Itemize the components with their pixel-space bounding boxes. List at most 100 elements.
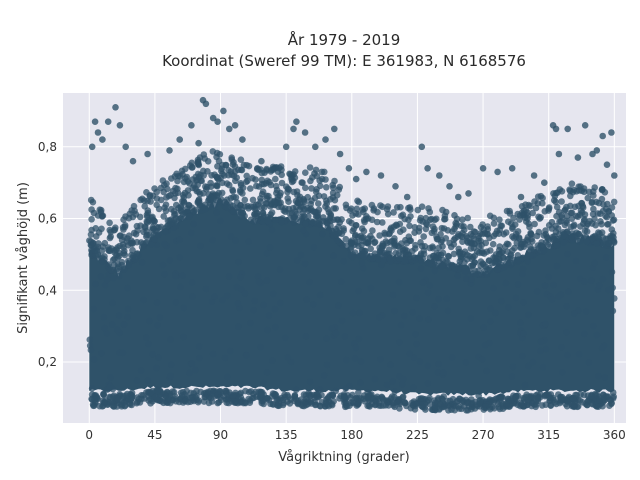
scatter-point — [257, 343, 265, 351]
scatter-point — [505, 304, 512, 311]
scatter-point — [433, 399, 441, 407]
scatter-point — [258, 390, 265, 398]
scatter-point — [556, 218, 563, 225]
outlier-point — [424, 165, 431, 172]
scatter-point — [169, 187, 177, 195]
scatter-point — [213, 173, 221, 181]
scatter-point — [338, 230, 346, 238]
scatter-point — [544, 241, 552, 248]
scatter-point — [258, 180, 266, 188]
scatter-point — [176, 254, 184, 261]
scatter-point — [358, 259, 366, 267]
scatter-point — [213, 209, 220, 216]
scatter-point — [330, 184, 337, 192]
scatter-point — [168, 205, 175, 213]
scatter-point — [179, 388, 187, 396]
scatter-point — [388, 254, 395, 262]
scatter-point — [483, 367, 490, 375]
outlier-point — [574, 154, 582, 161]
outlier-point — [479, 165, 487, 172]
scatter-point — [335, 186, 343, 193]
scatter-point — [109, 299, 116, 307]
scatter-point — [383, 381, 391, 389]
scatter-point — [123, 390, 131, 398]
scatter-point — [292, 395, 300, 403]
scatter-point — [320, 372, 328, 379]
scatter-point — [605, 286, 612, 294]
scatter-point — [364, 240, 372, 247]
scatter-point — [486, 266, 494, 274]
outlier-point — [293, 118, 300, 125]
scatter-point — [416, 315, 423, 322]
scatter-point — [237, 180, 245, 187]
scatter-point — [241, 290, 249, 297]
scatter-point — [305, 389, 312, 397]
scatter-point — [171, 194, 178, 202]
scatter-point — [221, 198, 229, 206]
outlier-point — [226, 125, 233, 133]
scatter-point — [397, 321, 405, 329]
scatter-point — [121, 247, 128, 255]
scatter-point — [180, 333, 187, 341]
outlier-point — [112, 104, 119, 111]
scatter-point — [115, 312, 123, 320]
scatter-point — [502, 400, 510, 408]
scatter-point — [599, 186, 606, 193]
scatter-point — [575, 230, 582, 238]
scatter-point — [194, 181, 201, 189]
scatter-point — [603, 213, 611, 221]
scatter-point — [260, 204, 268, 211]
scatter-point — [322, 176, 329, 183]
scatter-point — [235, 258, 242, 266]
scatter-point — [131, 207, 138, 215]
scatter-point — [115, 272, 123, 280]
scatter-point — [154, 322, 161, 329]
scatter-point — [319, 230, 326, 238]
scatter-point — [321, 168, 328, 176]
scatter-point — [463, 275, 470, 283]
scatter-point — [541, 282, 549, 290]
scatter-point — [528, 235, 535, 243]
scatter-point — [598, 344, 606, 352]
scatter-point — [124, 313, 131, 321]
scatter-point — [308, 185, 315, 192]
scatter-point — [577, 223, 584, 230]
scatter-point — [371, 375, 379, 383]
scatter-point — [598, 195, 606, 203]
scatter-point — [207, 179, 214, 187]
scatter-point — [588, 198, 596, 206]
scatter-point — [458, 405, 465, 413]
scatter-point — [137, 367, 145, 374]
scatter-point — [609, 217, 617, 224]
scatter-point — [195, 343, 203, 350]
scatter-point — [444, 307, 452, 315]
scatter-point — [347, 239, 355, 247]
scatter-point — [223, 180, 231, 187]
scatter-point — [166, 257, 174, 264]
outlier-point — [312, 143, 319, 151]
scatter-point — [265, 312, 273, 320]
scatter-point — [113, 403, 121, 410]
scatter-point — [221, 354, 229, 362]
scatter-point — [461, 248, 469, 255]
scatter-point — [336, 219, 344, 226]
scatter-point — [243, 178, 250, 186]
outlier-point — [581, 122, 589, 129]
scatter-point — [322, 203, 329, 210]
x-tick-label: 90 — [213, 428, 228, 442]
outlier-point — [392, 183, 399, 190]
scatter-point — [145, 340, 152, 348]
scatter-point — [94, 243, 102, 251]
scatter-point — [257, 195, 264, 202]
scatter-point — [568, 215, 576, 222]
scatter-point — [217, 217, 224, 225]
scatter-point — [596, 282, 603, 289]
scatter-point — [582, 308, 590, 315]
scatter-point — [101, 239, 109, 247]
scatter-point — [328, 227, 336, 235]
scatter-point — [445, 253, 453, 260]
scatter-point — [491, 405, 498, 412]
scatter-point — [498, 297, 505, 305]
scatter-point — [227, 233, 235, 240]
scatter-point — [267, 181, 275, 189]
